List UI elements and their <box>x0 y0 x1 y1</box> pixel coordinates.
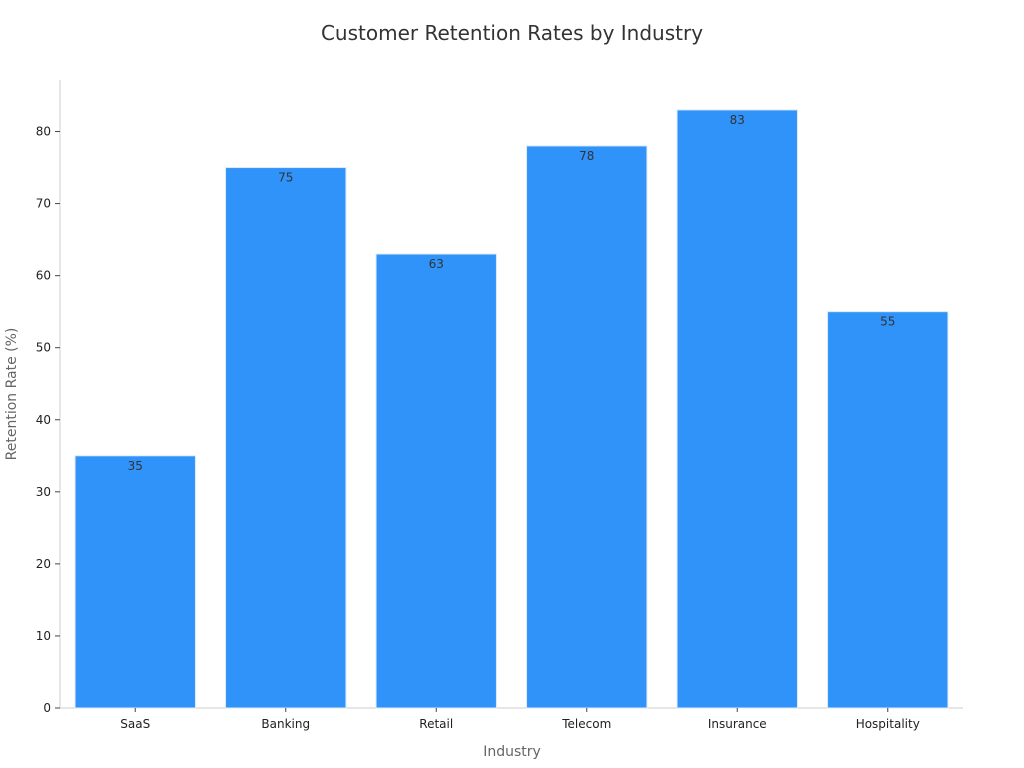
data-label: 55 <box>880 315 895 329</box>
y-tick-label: 0 <box>43 701 51 715</box>
bar-banking <box>225 167 347 709</box>
data-label: 78 <box>579 149 594 163</box>
bar-hospitality <box>827 311 949 709</box>
data-labels: 35 75 63 78 83 55 <box>128 113 896 473</box>
chart-title: Customer Retention Rates by Industry <box>321 21 703 45</box>
x-tick-label: Hospitality <box>856 717 920 731</box>
data-label: 35 <box>128 459 143 473</box>
axes <box>59 80 963 709</box>
y-tick-label: 40 <box>36 413 51 427</box>
x-tick-label: Banking <box>261 717 310 731</box>
bars <box>74 109 949 709</box>
bar-insurance <box>676 109 798 709</box>
y-tick-label: 80 <box>36 125 51 139</box>
x-tick-label: Insurance <box>708 717 767 731</box>
data-label: 75 <box>278 171 293 185</box>
y-tick-label: 10 <box>36 629 51 643</box>
x-axis-title: Industry <box>483 744 541 760</box>
y-tick-label: 30 <box>36 485 51 499</box>
bar-telecom <box>526 145 648 709</box>
x-tick-label: Retail <box>419 717 453 731</box>
bar-retail <box>375 253 497 709</box>
x-tick-labels: SaaS Banking Retail Telecom Insurance Hospita… <box>120 708 920 731</box>
x-tick-label: SaaS <box>120 717 150 731</box>
y-tick-label: 50 <box>36 341 51 355</box>
bar-saas <box>74 455 196 709</box>
y-tick-label: 20 <box>36 557 51 571</box>
y-tick-label: 60 <box>36 269 51 283</box>
data-label: 83 <box>730 113 745 127</box>
y-axis-title: Retention Rate (%) <box>4 328 20 461</box>
x-tick-label: Telecom <box>561 717 611 731</box>
data-label: 63 <box>429 257 444 271</box>
y-tick-label: 70 <box>36 197 51 211</box>
y-ticks: 0 10 20 30 40 50 60 70 80 <box>36 125 60 715</box>
